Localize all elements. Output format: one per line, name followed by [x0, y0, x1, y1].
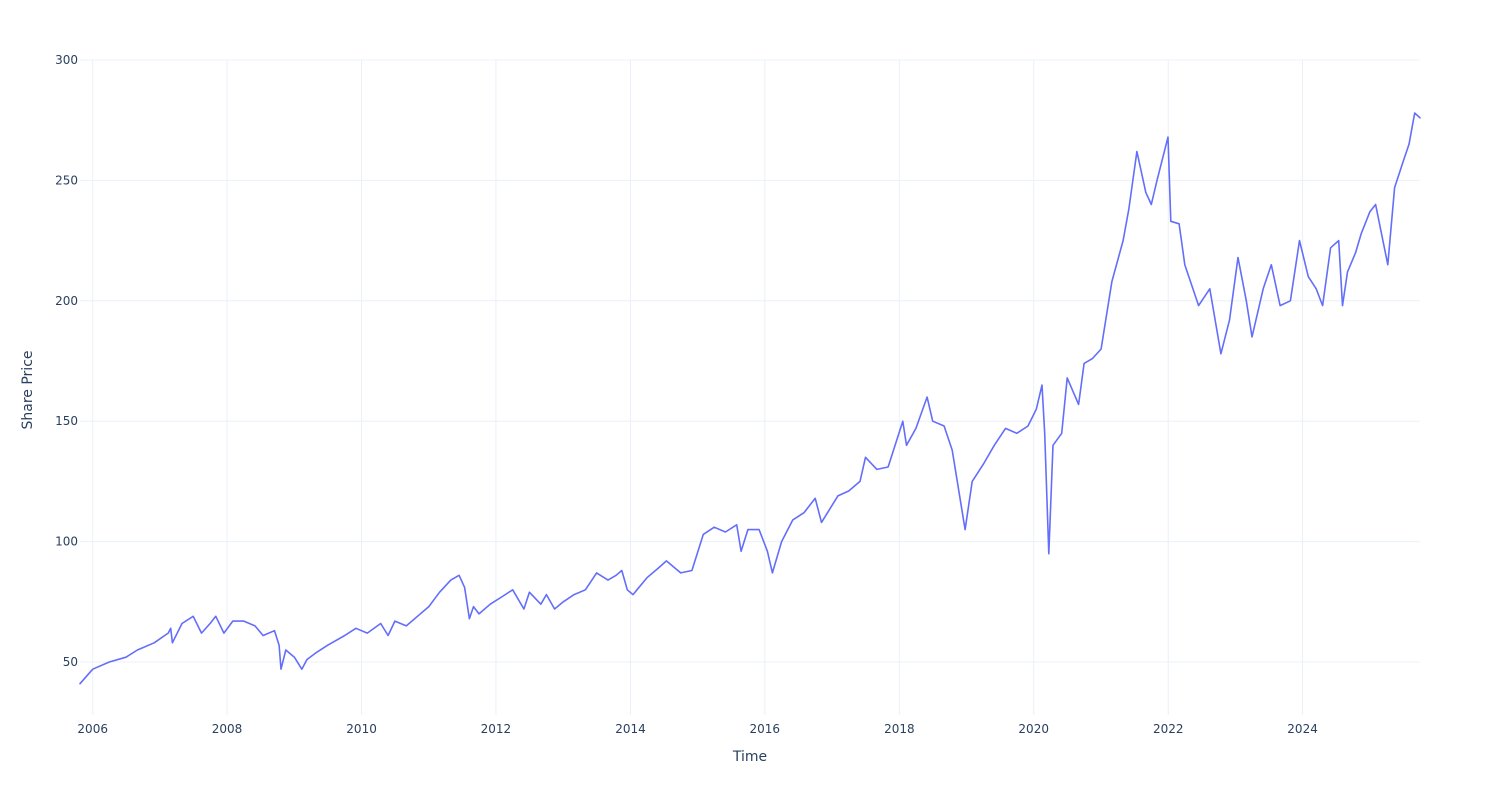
x-tick-label: 2020: [1018, 722, 1049, 736]
y-tick-label: 100: [55, 535, 78, 549]
tick-labels: 50 100 150 200 250 300 2006 2008 2010 2012 2014 201…: [55, 53, 1318, 736]
x-axis-title: Time: [732, 749, 767, 765]
y-tick-label: 150: [55, 414, 78, 428]
y-tick-label: 50: [63, 655, 78, 669]
y-tick-label: 200: [55, 294, 78, 308]
x-tick-label: 2008: [212, 722, 243, 736]
series-layer: [79, 112, 1421, 685]
x-tick-label: 2018: [884, 722, 915, 736]
x-tick-label: 2012: [481, 722, 512, 736]
x-tick-label: 2016: [750, 722, 781, 736]
share-price-line: [79, 112, 1421, 685]
gridlines: [80, 59, 1420, 715]
x-tick-label: 2006: [77, 722, 108, 736]
y-axis-title: Share Price: [20, 350, 36, 429]
x-tick-label: 2022: [1153, 722, 1184, 736]
x-tick-label: 2014: [615, 722, 646, 736]
y-tick-label: 300: [55, 53, 78, 67]
x-tick-label: 2024: [1287, 722, 1318, 736]
x-tick-label: 2010: [346, 722, 377, 736]
y-tick-label: 250: [55, 173, 78, 187]
